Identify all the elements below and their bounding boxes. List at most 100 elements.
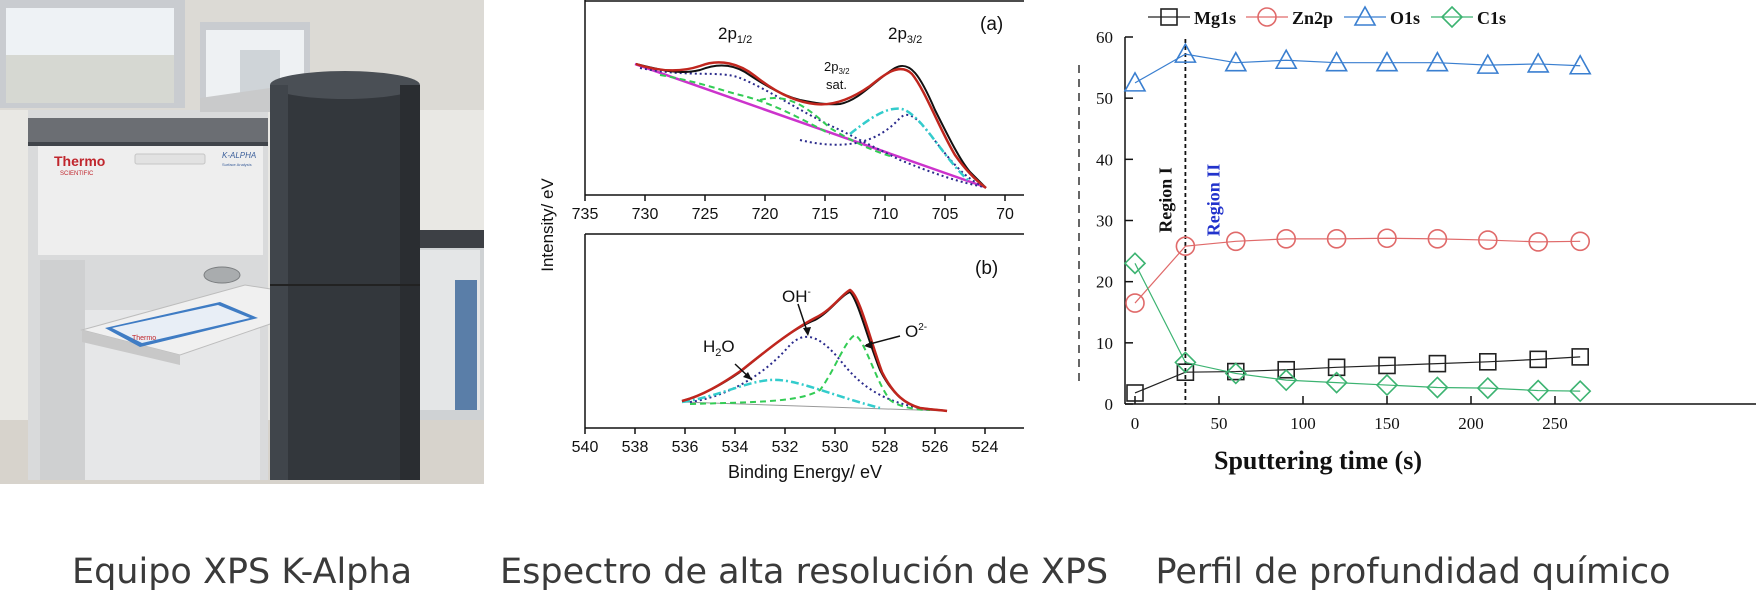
x-tick-label: 250 — [1542, 414, 1568, 433]
xps-b-x-tick-label: 528 — [872, 439, 899, 456]
instrument-photo: Thermo SCIENTIFIC K-ALPHA Surface Analys… — [0, 0, 484, 484]
h2o-label: H2O — [703, 337, 735, 359]
series-o1s-line — [1134, 53, 1581, 84]
xps-a-x-tick-label: 720 — [752, 206, 779, 223]
series-zn2p-point — [1377, 228, 1397, 249]
xps-spectra-svg: 735 730 725 720 715 710 705 70 2p1/2 2p3/2 2p3/… — [538, 0, 1044, 482]
xps-xlabel: Binding Energy/ eV — [728, 462, 882, 482]
depth-profile-svg: 0 10 20 30 40 50 60 0 50 100 150 200 250 Region I Regi… — [1078, 5, 1756, 475]
series-c1s-point — [1375, 373, 1399, 397]
instrument-illustration: Thermo SCIENTIFIC K-ALPHA Surface Analys… — [0, 0, 484, 484]
y-tick-label: 20 — [1096, 273, 1113, 292]
component-dashdot-b1 — [681, 378, 881, 410]
xps-a-x-tick-label: 725 — [692, 206, 719, 223]
series-o1s-point — [1526, 52, 1550, 73]
xps-b-x-tick-label: 524 — [972, 439, 999, 456]
depth-axes: 0 10 20 30 40 50 60 0 50 100 150 200 250 Region I Regi… — [1096, 28, 1756, 433]
y-tick-label: 60 — [1096, 28, 1113, 47]
component-dashed-b1 — [689, 333, 931, 411]
legend-o1s-marker — [1353, 5, 1377, 26]
series-mg1s-point — [1428, 354, 1447, 373]
xps-a-x-tick-label: 735 — [572, 206, 599, 223]
model-sub: Surface Analysis — [222, 162, 252, 167]
y-tick-label: 50 — [1096, 89, 1113, 108]
series-mg1s-line — [1134, 356, 1581, 394]
background-line-a — [634, 62, 986, 189]
panel-b: 54053853653453253052852652452 H2O OH- O2… — [572, 233, 1044, 456]
y-tick-label: 40 — [1096, 150, 1113, 169]
series-o1s-point — [1174, 42, 1197, 63]
y-tick-label: 30 — [1096, 212, 1113, 231]
series-zn2p-point — [1276, 229, 1296, 249]
xps-a-x-tick-label: 705 — [932, 206, 959, 223]
series-o1s-point — [1123, 71, 1147, 92]
x-tick-label: 0 — [1131, 414, 1140, 433]
series-zn2p-point — [1226, 231, 1246, 252]
legend-c1s-marker — [1440, 5, 1464, 29]
legend-zn2p-marker — [1257, 7, 1277, 27]
series-c1s-point — [1325, 371, 1348, 394]
xps-b-x-tick-label: 536 — [672, 439, 699, 456]
series-mg1s-point — [1378, 356, 1396, 375]
oh-label: OH- — [782, 287, 811, 306]
poster-logo: Thermo — [132, 335, 156, 342]
xps-a-x-tick-label: 715 — [812, 206, 839, 223]
xps-b-x-tick-label: 534 — [722, 439, 749, 456]
series-c1s-point — [1224, 362, 1247, 385]
series-mg1s-point — [1277, 360, 1295, 379]
region-ii-label: Region II — [1203, 164, 1223, 237]
caption-left: Equipo XPS K-Alpha — [71, 552, 413, 592]
panel-a-ticks: 735 730 725 720 715 710 705 70 — [572, 195, 1014, 223]
raw-data-a — [635, 63, 987, 189]
series-mg1s-point — [1126, 384, 1144, 402]
panel-a-label: (a) — [980, 14, 1003, 35]
peak-label-2p32: 2p3/2 — [888, 24, 922, 46]
brand-sub: SCIENTIFIC — [60, 171, 94, 177]
peak-label-2p12: 2p1/2 — [718, 24, 752, 46]
legend-mg1s-marker — [1160, 8, 1178, 26]
xps-b-x-tick-label: 538 — [622, 439, 649, 456]
series-c1s-point — [1569, 380, 1592, 403]
model-logo: K-ALPHA — [222, 151, 256, 160]
series-c1s-line — [1134, 263, 1581, 392]
series-zn2p-point — [1175, 236, 1196, 256]
series-mg1s-point — [1327, 358, 1346, 377]
series-zn2p-point — [1326, 229, 1347, 249]
series-c1s-point — [1527, 379, 1550, 402]
series-c1s-point — [1426, 376, 1449, 399]
region-i-label: Region I — [1155, 167, 1175, 233]
series-o1s-point — [1274, 48, 1298, 70]
legend-mg1s-label: Mg1s — [1194, 8, 1236, 28]
component-dashed-a1 — [659, 74, 831, 135]
depth-xlabel: Sputtering time (s) — [1214, 446, 1422, 475]
depth-profile-chart: 0 10 20 30 40 50 60 0 50 100 150 200 250 Region I Regi… — [1070, 0, 1756, 500]
sat-label-2: sat. — [826, 77, 847, 92]
x-tick-label: 50 — [1211, 414, 1228, 433]
depth-series — [1123, 42, 1592, 403]
x-tick-label: 200 — [1458, 414, 1484, 433]
component-dashdot-a1 — [849, 107, 971, 183]
caption-middle: Espectro de alta resolución de XPS — [500, 552, 1109, 592]
xps-a-x-tick-label: 710 — [872, 206, 899, 223]
fit-envelope-a — [635, 61, 987, 189]
series-o1s-point — [1375, 51, 1399, 72]
xps-ylabel: Intensity/ eV — [538, 178, 557, 272]
series-zn2p-point — [1478, 230, 1498, 250]
xps-spectra-figure: 735 730 725 720 715 710 705 70 2p1/2 2p3/2 2p3/… — [532, 0, 1044, 500]
depth-legend: Mg1s Zn2p O1s C1s — [1148, 5, 1506, 29]
series-mg1s-point — [1176, 363, 1195, 381]
xps-a-x-tick-label: 730 — [632, 206, 659, 223]
series-mg1s-point — [1479, 352, 1497, 371]
legend-o1s-label: O1s — [1390, 8, 1420, 28]
series-mg1s-point — [1529, 350, 1547, 369]
xps-a-x-tick-label: 70 — [996, 206, 1014, 223]
series-c1s-point — [1123, 252, 1147, 275]
series-c1s-point — [1174, 351, 1197, 374]
panel-b-ticks: 54053853653453253052852652452 — [572, 428, 1044, 456]
series-o1s-point — [1224, 51, 1248, 72]
series-mg1s-point — [1571, 348, 1589, 366]
component-dashed-a2 — [759, 97, 891, 157]
o2-label: O2- — [905, 322, 927, 341]
series-o1s-point — [1426, 51, 1449, 72]
sat-label: 2p3/2 — [824, 59, 850, 76]
